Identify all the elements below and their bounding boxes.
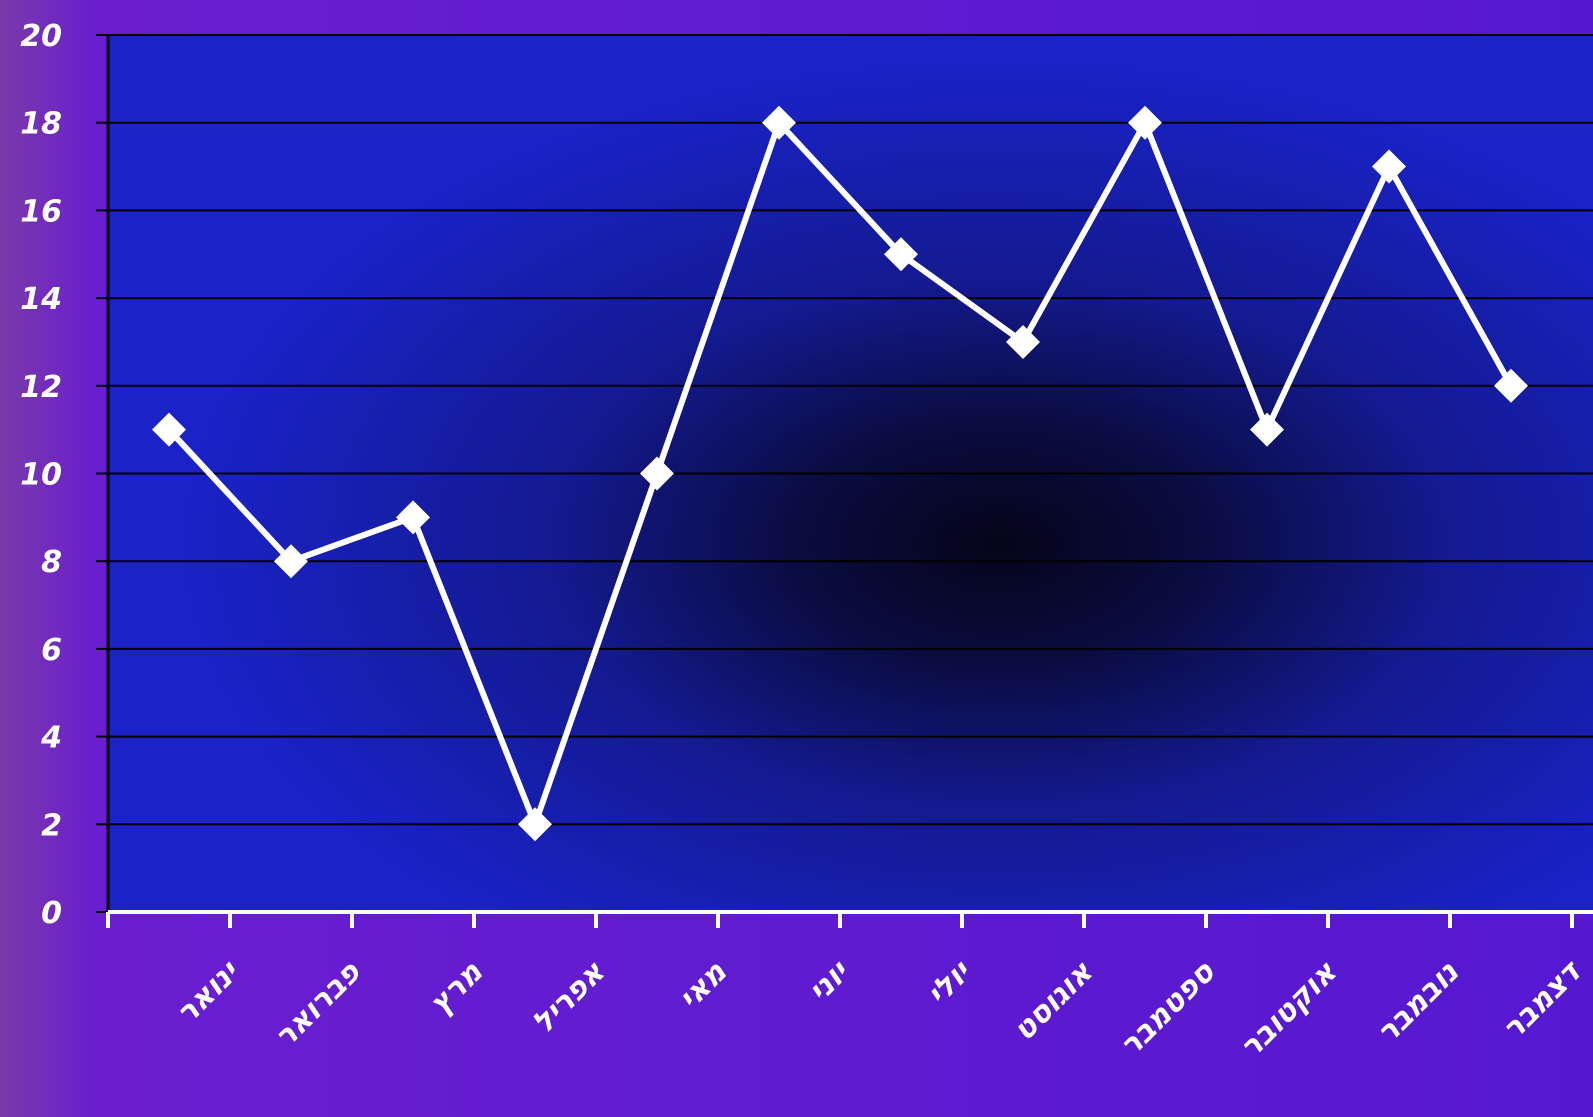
data-point-marker [1372,149,1406,184]
y-tick-label: 10 [20,458,62,493]
y-tick-label: 6 [41,633,62,668]
grid-lines [108,34,1593,826]
y-tick-label: 4 [40,721,62,756]
data-point-marker [640,456,674,491]
series-polyline [166,115,1514,833]
data-point-marker [518,807,552,842]
data-point-marker [152,412,186,447]
data-point-marker [274,544,308,579]
series-line [152,105,1528,842]
y-tick-label: 0 [41,896,62,931]
y-tick-label: 14 [20,282,62,317]
data-point-marker [396,500,430,535]
y-tick-label: 18 [20,107,62,142]
y-axis-tick-labels: 0 2 4 6 8 10 12 14 16 18 20 [20,19,62,931]
y-tick-label: 2 [41,808,62,843]
y-tick-label: 8 [41,545,62,580]
y-tick-label: 12 [20,370,62,405]
data-point-marker [884,237,918,272]
y-tick-label: 20 [20,19,62,54]
data-point-marker [1250,412,1284,447]
data-point-marker [762,105,796,140]
data-point-marker [1128,105,1162,140]
y-tick-label: 16 [20,194,62,229]
data-point-marker [1006,324,1040,359]
data-point-marker [1494,368,1528,403]
axes [96,34,1593,928]
